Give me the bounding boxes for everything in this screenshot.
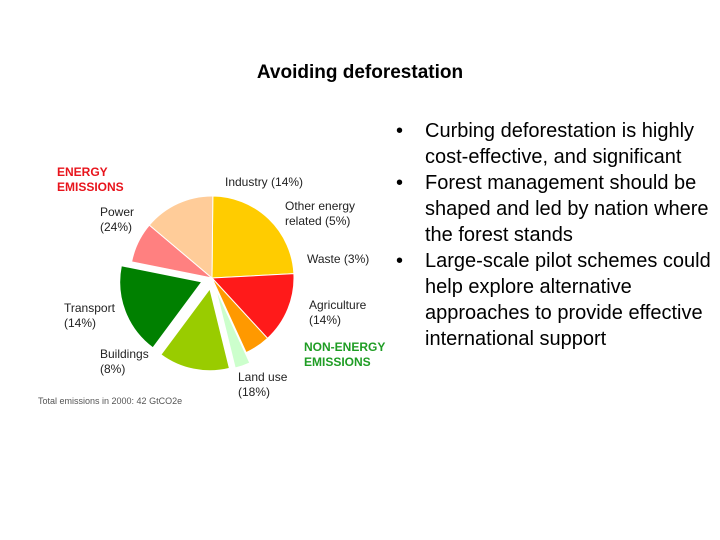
non-energy-heading-line1: NON-ENERGY bbox=[304, 340, 386, 354]
slice-label-power-line2: (24%) bbox=[100, 220, 133, 234]
slice-label-transport-line2: (14%) bbox=[64, 316, 97, 330]
energy-heading-line2: EMISSIONS bbox=[57, 180, 124, 194]
pie-slice-other-energy-related bbox=[211, 277, 269, 354]
slice-label-other-energy-line2: related (5%) bbox=[285, 214, 351, 228]
bullet-list: Curbing deforestation is highly cost-eff… bbox=[392, 118, 712, 352]
slice-label-power: Power (24%) bbox=[100, 205, 134, 235]
pie-slice-industry bbox=[210, 273, 295, 340]
non-energy-heading-line2: EMISSIONS bbox=[304, 355, 371, 369]
non-energy-emissions-heading: NON-ENERGY EMISSIONS bbox=[304, 340, 385, 370]
energy-heading-line1: ENERGY bbox=[57, 165, 108, 179]
slice-label-land-use: Land use (18%) bbox=[238, 370, 287, 400]
slice-label-other-energy-line1: Other energy bbox=[285, 199, 356, 213]
pie-slice-power bbox=[211, 195, 295, 279]
slice-label-land-use-line2: (18%) bbox=[238, 385, 271, 399]
slide-title: Avoiding deforestation bbox=[256, 62, 464, 83]
slice-label-buildings-line1: Buildings bbox=[100, 347, 149, 361]
bullet-item: Large-scale pilot schemes could help exp… bbox=[392, 248, 712, 352]
pie-slices bbox=[119, 195, 295, 372]
pie-slice-waste bbox=[215, 288, 251, 369]
pie-slice-transport bbox=[148, 195, 214, 280]
pie-slice-land-use bbox=[119, 265, 203, 349]
pie-slice-agriculture bbox=[160, 287, 231, 372]
slice-label-transport: Transport (14%) bbox=[64, 301, 115, 331]
energy-emissions-heading: ENERGY EMISSIONS bbox=[57, 165, 124, 195]
slice-label-industry: Industry (14%) bbox=[225, 175, 304, 189]
bullet-item: Forest management should be shaped and l… bbox=[392, 170, 712, 248]
slice-label-buildings: Buildings (8%) bbox=[100, 347, 149, 377]
slice-label-power-line1: Power bbox=[100, 205, 135, 219]
slice-label-waste: Waste (3%) bbox=[307, 252, 370, 266]
bullet-item: Curbing deforestation is highly cost-eff… bbox=[392, 118, 712, 170]
slice-label-other-energy: Other energy related (5%) bbox=[285, 199, 355, 229]
slice-label-land-use-line1: Land use bbox=[238, 370, 288, 384]
slice-label-agriculture: Agriculture (14%) bbox=[309, 298, 366, 328]
slice-label-transport-line1: Transport bbox=[64, 301, 115, 315]
slice-label-agriculture-line2: (14%) bbox=[309, 313, 342, 327]
total-emissions-footnote: Total emissions in 2000: 42 GtCO2e bbox=[38, 396, 183, 406]
slice-label-agriculture-line1: Agriculture bbox=[309, 298, 367, 312]
slice-label-buildings-line2: (8%) bbox=[100, 362, 126, 376]
